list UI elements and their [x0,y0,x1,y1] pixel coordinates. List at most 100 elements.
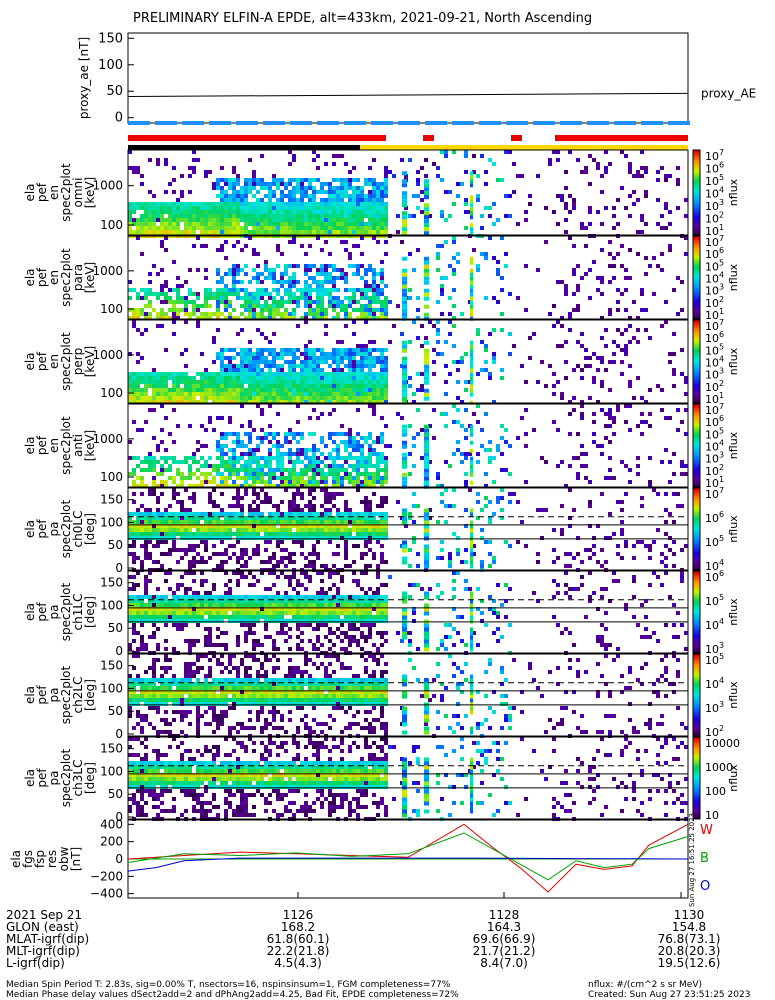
spec-cell [280,516,284,520]
spec-cell [360,516,364,520]
colorbar-cell [693,378,700,380]
spec-cell [152,436,156,440]
colorbar-en_para [693,236,700,320]
spec-cell [220,444,224,448]
spec-cell [200,244,204,248]
spec-cell [644,222,648,226]
spec-column-cell [402,540,407,545]
spec-cell [220,166,224,170]
spec-cell [568,236,572,240]
spec-cell [192,571,196,575]
spec-cell [564,292,568,296]
spec-cell [264,388,268,392]
spec-cell [288,214,292,218]
spec-cell [492,256,496,260]
spec-cell [560,324,564,328]
spec-cell [144,544,148,548]
spec-cell [240,528,244,532]
spec-cell [596,524,600,528]
colorbar-cell [693,366,700,368]
spec-cell [228,484,232,488]
spec-cell [380,480,384,484]
spec-cell [356,364,360,368]
spec-cell [312,532,316,536]
spec-cell [288,536,292,540]
spec-cell [316,392,320,396]
spec-cell [372,408,376,412]
status-bar-blue [425,121,447,125]
spec-cell [164,300,168,304]
spec-cell [332,276,336,280]
spec-cell [292,372,296,376]
spec-cell [224,348,228,352]
spec-cell [272,226,276,230]
spec-cell [280,556,284,560]
spec-cell [280,400,284,404]
colorbar-cell [693,436,700,438]
spec-cell [548,312,552,316]
spec-cell [320,304,324,308]
spec-cell [508,492,512,496]
spec-cell [252,516,256,520]
spec-cell [248,372,252,376]
spec-cell [252,472,256,476]
spec-cell [236,456,240,460]
spec-cell [372,158,376,162]
spec-cell [616,552,620,556]
spec-cell [324,516,328,520]
spec-cell [312,218,316,222]
spec-cell [448,564,452,568]
chart-title: PRELIMINARY ELFIN-A EPDE, alt=433km, 202… [133,11,593,26]
spec-cell [208,316,212,320]
spec-cell [180,516,184,520]
spec-cell [168,456,172,460]
spec-cell [320,440,324,444]
spec-cell [552,210,556,214]
spec-cell [164,372,168,376]
spec-cell [216,416,220,420]
spec-cell [352,194,356,198]
spec-cell [552,560,556,564]
spec-cell [284,360,288,364]
spec-cell [140,174,144,178]
spec-cell [356,186,360,190]
spec-cell [296,492,300,496]
spec-cell [484,448,488,452]
spec-cell [296,214,300,218]
colorbar-cell [693,280,700,282]
spec-cell [208,296,212,300]
spec-cell [252,476,256,480]
spec-cell [292,524,296,528]
spec-cell [260,436,264,440]
spec-cell [476,264,480,268]
spec-cell [236,190,240,194]
spec-cell [504,428,508,432]
spec-cell [360,400,364,404]
spec-cell [188,388,192,392]
spec-cell [332,492,336,496]
spec-cell [128,280,132,284]
spec-cell [352,226,356,230]
spec-cell [576,536,580,540]
spec-column-cell [470,372,473,377]
spec-cell [452,324,456,328]
spec-cell [444,340,448,344]
spec-cell [232,384,236,388]
spec-cell [348,252,352,256]
spec-cell [616,198,620,202]
spec-cell [148,230,152,234]
spec-cell [480,340,484,344]
spec-cell [296,524,300,528]
spec-column-cell [424,372,429,377]
spec-cell [340,468,344,472]
spec-cell [472,170,476,174]
spec-cell [204,316,208,320]
spec-cell [352,202,356,206]
spec-cell [188,218,192,222]
spec-cell [616,252,620,256]
spec-cell [132,388,136,392]
spec-cell [312,552,316,556]
spec-cell [136,571,140,575]
spec-cell [320,372,324,376]
spec-cell [352,210,356,214]
